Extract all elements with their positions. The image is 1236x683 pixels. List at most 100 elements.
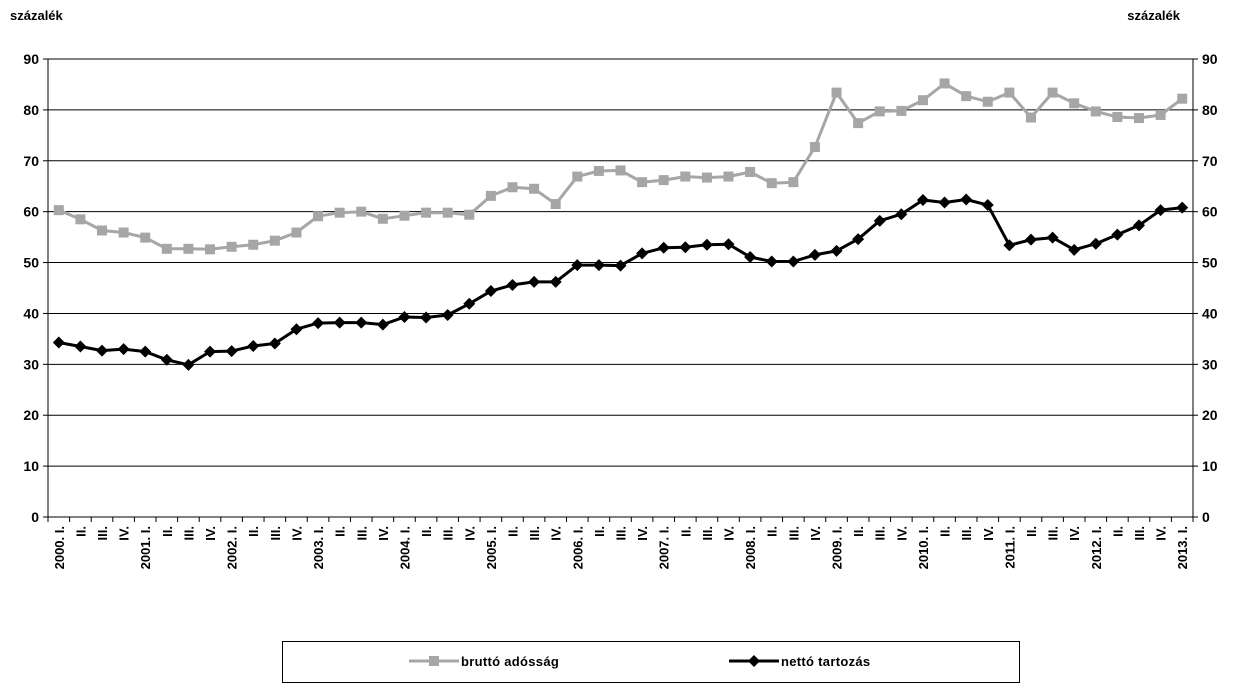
data-point [117, 343, 130, 356]
data-point [1068, 243, 1081, 256]
data-point [506, 278, 519, 291]
x-tick-label: IV. [376, 526, 391, 541]
x-tick-label: III. [95, 526, 110, 540]
y-tick-label-right: 40 [1202, 305, 1218, 321]
y-tick-label-right: 30 [1202, 356, 1218, 372]
data-point [722, 238, 735, 251]
data-point [528, 275, 541, 288]
data-point [334, 207, 345, 218]
data-point [916, 193, 929, 206]
x-tick-label: II. [419, 526, 434, 537]
data-point [1133, 113, 1144, 124]
data-point [464, 209, 475, 220]
data-point [52, 336, 65, 349]
data-point [140, 232, 151, 243]
x-tick-label: 2001. I. [138, 526, 153, 569]
data-point [74, 340, 87, 353]
data-point [313, 211, 324, 222]
legend-label-gross-debt: bruttó adósság [461, 653, 560, 669]
data-point [808, 248, 821, 261]
x-tick-label: II. [851, 526, 866, 537]
data-point [421, 207, 432, 218]
x-tick-label: IV. [981, 526, 996, 541]
data-point [571, 259, 584, 272]
data-point [205, 244, 216, 255]
data-point [1111, 228, 1124, 241]
x-tick-label: III. [873, 526, 888, 540]
y-axis-left: 0 10 20 30 40 50 60 70 80 90 [23, 51, 48, 525]
x-tick-label: III. [527, 526, 542, 540]
x-tick-label: III. [181, 526, 196, 540]
x-tick-label: IV. [1067, 526, 1082, 541]
x-tick-label: 2005. I. [484, 526, 499, 569]
x-tick-label: III. [441, 526, 456, 540]
y-tick-label-left: 10 [23, 458, 39, 474]
series-layer [52, 78, 1189, 371]
series-gross-debt [53, 78, 1188, 255]
data-point [160, 353, 173, 366]
x-tick-label: 2011. I. [1002, 526, 1017, 569]
legend-item-net-debt: nettó tartozás [729, 653, 870, 669]
x-tick-label: II. [938, 526, 953, 537]
data-point [723, 171, 734, 182]
data-point [809, 142, 820, 153]
y-axis-left-unit: százalék [10, 8, 63, 23]
x-tick-label: III. [1046, 526, 1061, 540]
x-tick-label: II. [678, 526, 693, 537]
data-point [377, 213, 388, 224]
data-point [139, 345, 152, 358]
y-tick-label-right: 50 [1202, 255, 1218, 271]
data-point [1025, 112, 1036, 123]
x-tick-label: III. [786, 526, 801, 540]
y-tick-label-right: 20 [1202, 407, 1218, 423]
data-point [637, 177, 648, 188]
y-tick-label-left: 0 [31, 509, 39, 525]
x-tick-label: 2003. I. [311, 526, 326, 569]
data-point [572, 171, 583, 182]
y-axis-right: 0 10 20 30 40 50 60 70 80 90 [1193, 51, 1218, 525]
data-point [1046, 231, 1059, 244]
data-point [182, 358, 195, 371]
data-point [981, 199, 994, 212]
data-point [982, 96, 993, 107]
data-point [161, 243, 172, 254]
y-tick-label-right: 70 [1202, 153, 1218, 169]
data-point [355, 316, 368, 329]
data-point [248, 239, 259, 250]
data-point [745, 166, 756, 177]
x-tick-label: 2006. I. [570, 526, 585, 569]
x-tick-label: IV. [117, 526, 132, 541]
y-tick-label-left: 20 [23, 407, 39, 423]
series-net-debt [52, 193, 1189, 371]
data-point [830, 244, 843, 257]
x-tick-label: II. [505, 526, 520, 537]
data-point [1069, 98, 1080, 109]
data-point [1155, 109, 1166, 120]
y-tick-label-left: 40 [23, 305, 39, 321]
data-point [961, 91, 972, 102]
x-tick-label: II. [765, 526, 780, 537]
data-point [183, 243, 194, 254]
data-point [636, 247, 649, 260]
data-point [97, 225, 108, 236]
data-point [75, 214, 86, 225]
data-point [1176, 201, 1189, 214]
data-point [614, 259, 627, 272]
data-point [507, 182, 518, 193]
x-tick-label: II. [1024, 526, 1039, 537]
data-point [895, 208, 908, 221]
data-point [788, 177, 799, 188]
data-point [917, 95, 928, 106]
data-point [96, 344, 109, 357]
y-tick-label-left: 30 [23, 356, 39, 372]
data-point [1154, 204, 1167, 217]
y-axis-right-unit: százalék [1127, 8, 1180, 23]
data-point [593, 165, 604, 176]
legend: bruttó adósság nettó tartozás [282, 641, 1020, 683]
data-point [831, 87, 842, 98]
data-point [225, 345, 238, 358]
data-point [1047, 87, 1058, 98]
data-point [312, 317, 325, 330]
data-point [268, 337, 281, 350]
